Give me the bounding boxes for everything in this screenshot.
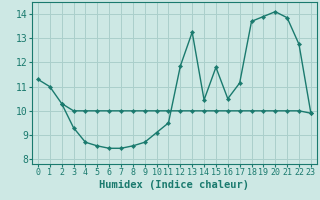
X-axis label: Humidex (Indice chaleur): Humidex (Indice chaleur) xyxy=(100,180,249,190)
